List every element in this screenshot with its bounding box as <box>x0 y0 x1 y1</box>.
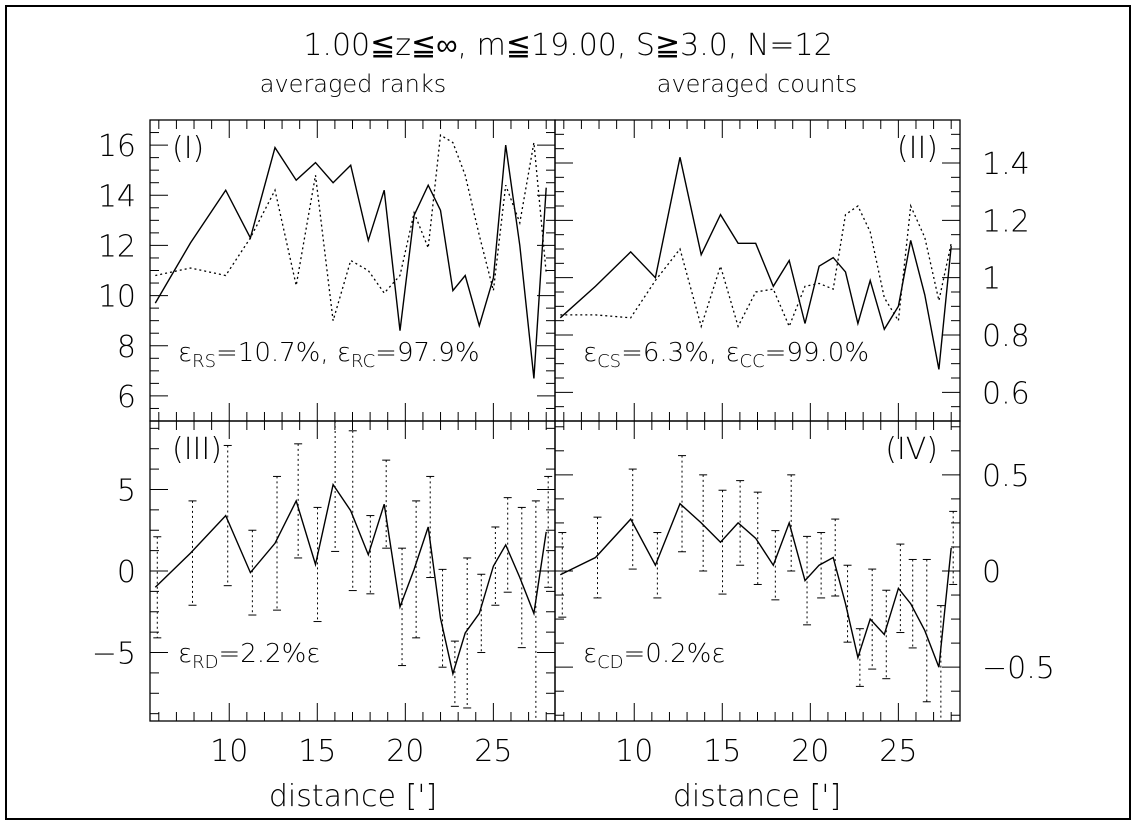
y-tick-label: 8 <box>117 330 136 365</box>
epsilon-annotation: εRD=2.2%ε <box>178 639 320 673</box>
series-line-solid <box>154 482 547 677</box>
subtitle-ranks: averaged ranks <box>260 70 446 98</box>
x-tick-label: 25 <box>474 734 512 769</box>
y-tick-label: −0.5 <box>982 651 1055 686</box>
y-tick-label: 16 <box>98 129 136 164</box>
y-tick-label: 10 <box>98 280 136 315</box>
panel-label: (I) <box>172 131 204 166</box>
x-tick-label: 10 <box>210 734 248 769</box>
series-line-dotted <box>155 134 547 321</box>
panel-III: −5 0 5 10 15 20 25 (III) εRD=2.2%ε <box>92 420 556 769</box>
panel-I: 6 8 10 12 14 16 (I) εRS=10.7%, εRC=97.9% <box>98 119 556 422</box>
panel-label: (II) <box>897 131 938 166</box>
x-tick-label: 20 <box>791 734 829 769</box>
y-tick-label: −5 <box>92 637 136 672</box>
subtitle-counts: averaged counts <box>657 70 858 98</box>
y-tick-label: 6 <box>117 380 136 415</box>
x-tick-label: 15 <box>298 734 336 769</box>
y-tick-label: 1 <box>982 262 1001 297</box>
y-tick-label: 1.2 <box>982 204 1030 239</box>
y-tick-label: 5 <box>117 473 136 508</box>
panel-label: (IV) <box>885 432 938 467</box>
series-line-dotted <box>560 203 952 329</box>
x-tick-label: 15 <box>703 734 741 769</box>
y-tick-label: 0.6 <box>982 376 1030 411</box>
panel-label: (III) <box>172 432 222 467</box>
x-tick-label: 10 <box>615 734 653 769</box>
series-line-solid <box>559 157 952 370</box>
y-tick-label: 0.5 <box>982 459 1030 494</box>
x-axis-label-right: distance ['] <box>673 779 841 814</box>
panel-II: 0.6 0.8 1 1.2 1.4 (II) εCS=6.3%, εCC=99.0% <box>554 119 1030 422</box>
epsilon-annotation: εCS=6.3%, εCC=99.0% <box>583 338 869 372</box>
x-tick-label: 20 <box>386 734 424 769</box>
chart-title: 1.00≦z≦∞, m≦19.00, S≧3.0, N=12 <box>303 28 832 63</box>
x-tick-label: 25 <box>879 734 917 769</box>
y-tick-label: 0.8 <box>982 319 1030 354</box>
x-axis-label-left: distance ['] <box>269 779 437 814</box>
y-tick-label: 0 <box>982 555 1001 590</box>
series-line-solid <box>154 145 547 379</box>
panel-IV: −0.5 0 0.5 10 15 20 25 (IV) εCD=0.2%ε <box>554 420 1055 769</box>
outer-frame <box>5 5 1131 820</box>
series-line-solid <box>559 502 952 668</box>
epsilon-annotation: εRS=10.7%, εRC=97.9% <box>178 338 480 372</box>
y-tick-label: 0 <box>117 555 136 590</box>
epsilon-annotation: εCD=0.2%ε <box>583 639 725 673</box>
y-tick-label: 1.4 <box>982 147 1030 182</box>
y-tick-label: 12 <box>98 229 136 264</box>
y-tick-label: 14 <box>98 179 136 214</box>
